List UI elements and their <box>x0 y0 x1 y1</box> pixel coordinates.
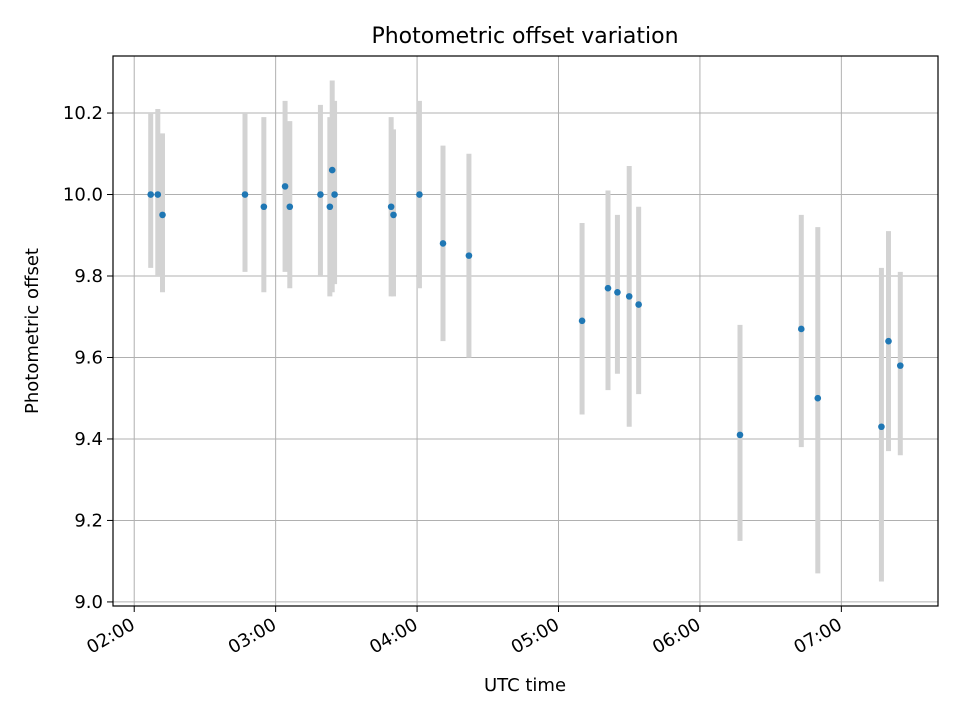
data-point <box>635 301 642 308</box>
y-tick-label: 9.0 <box>74 592 103 613</box>
data-point <box>625 293 633 300</box>
x-axis-ticks: 02:00 03:00 04:00 05:00 06:00 07:00 <box>83 606 846 658</box>
chart-title: Photometric offset variation <box>371 24 678 49</box>
x-tick-label: 03:00 <box>225 614 280 658</box>
y-tick-label: 9.6 <box>74 347 103 368</box>
plot-frame <box>112 55 939 607</box>
y-axis-ticks: 9.0 9.2 9.4 9.6 9.8 10.0 10.2 <box>63 103 113 613</box>
x-axis-title: UTC time <box>484 675 566 696</box>
error-bars <box>148 80 903 582</box>
data-point <box>797 325 805 333</box>
data-point <box>326 203 334 211</box>
y-tick-label: 10.2 <box>63 103 103 124</box>
y-tick-label: 9.8 <box>74 266 103 287</box>
data-point <box>439 240 447 247</box>
data-point <box>260 203 268 211</box>
data-point <box>465 252 473 259</box>
y-axis-title: Photometric offset <box>22 248 43 414</box>
data-point <box>154 191 162 198</box>
data-point <box>604 284 612 292</box>
x-tick-label: 07:00 <box>790 614 845 658</box>
grid <box>113 56 938 606</box>
y-tick-label: 9.2 <box>74 510 103 531</box>
data-point <box>286 203 294 211</box>
x-tick-label: 06:00 <box>649 614 704 658</box>
data-point <box>159 211 166 219</box>
data-point <box>281 183 289 190</box>
data-point <box>814 394 822 402</box>
data-point <box>390 211 397 219</box>
data-points <box>147 166 904 439</box>
data-point <box>896 362 904 369</box>
y-tick-label: 9.4 <box>74 429 103 450</box>
x-tick-label: 02:00 <box>83 614 138 658</box>
data-point <box>331 191 338 198</box>
data-point <box>147 191 155 198</box>
data-point <box>387 203 395 211</box>
data-point <box>317 191 324 198</box>
x-tick-label: 04:00 <box>366 614 421 658</box>
data-point <box>885 337 892 345</box>
data-point <box>736 431 744 439</box>
data-point <box>878 423 885 431</box>
data-point <box>614 288 621 296</box>
data-point <box>578 317 586 325</box>
y-tick-label: 10.0 <box>63 185 103 206</box>
data-point <box>416 191 423 198</box>
x-tick-label: 05:00 <box>508 614 563 658</box>
data-point <box>328 166 336 174</box>
data-point <box>241 191 249 198</box>
